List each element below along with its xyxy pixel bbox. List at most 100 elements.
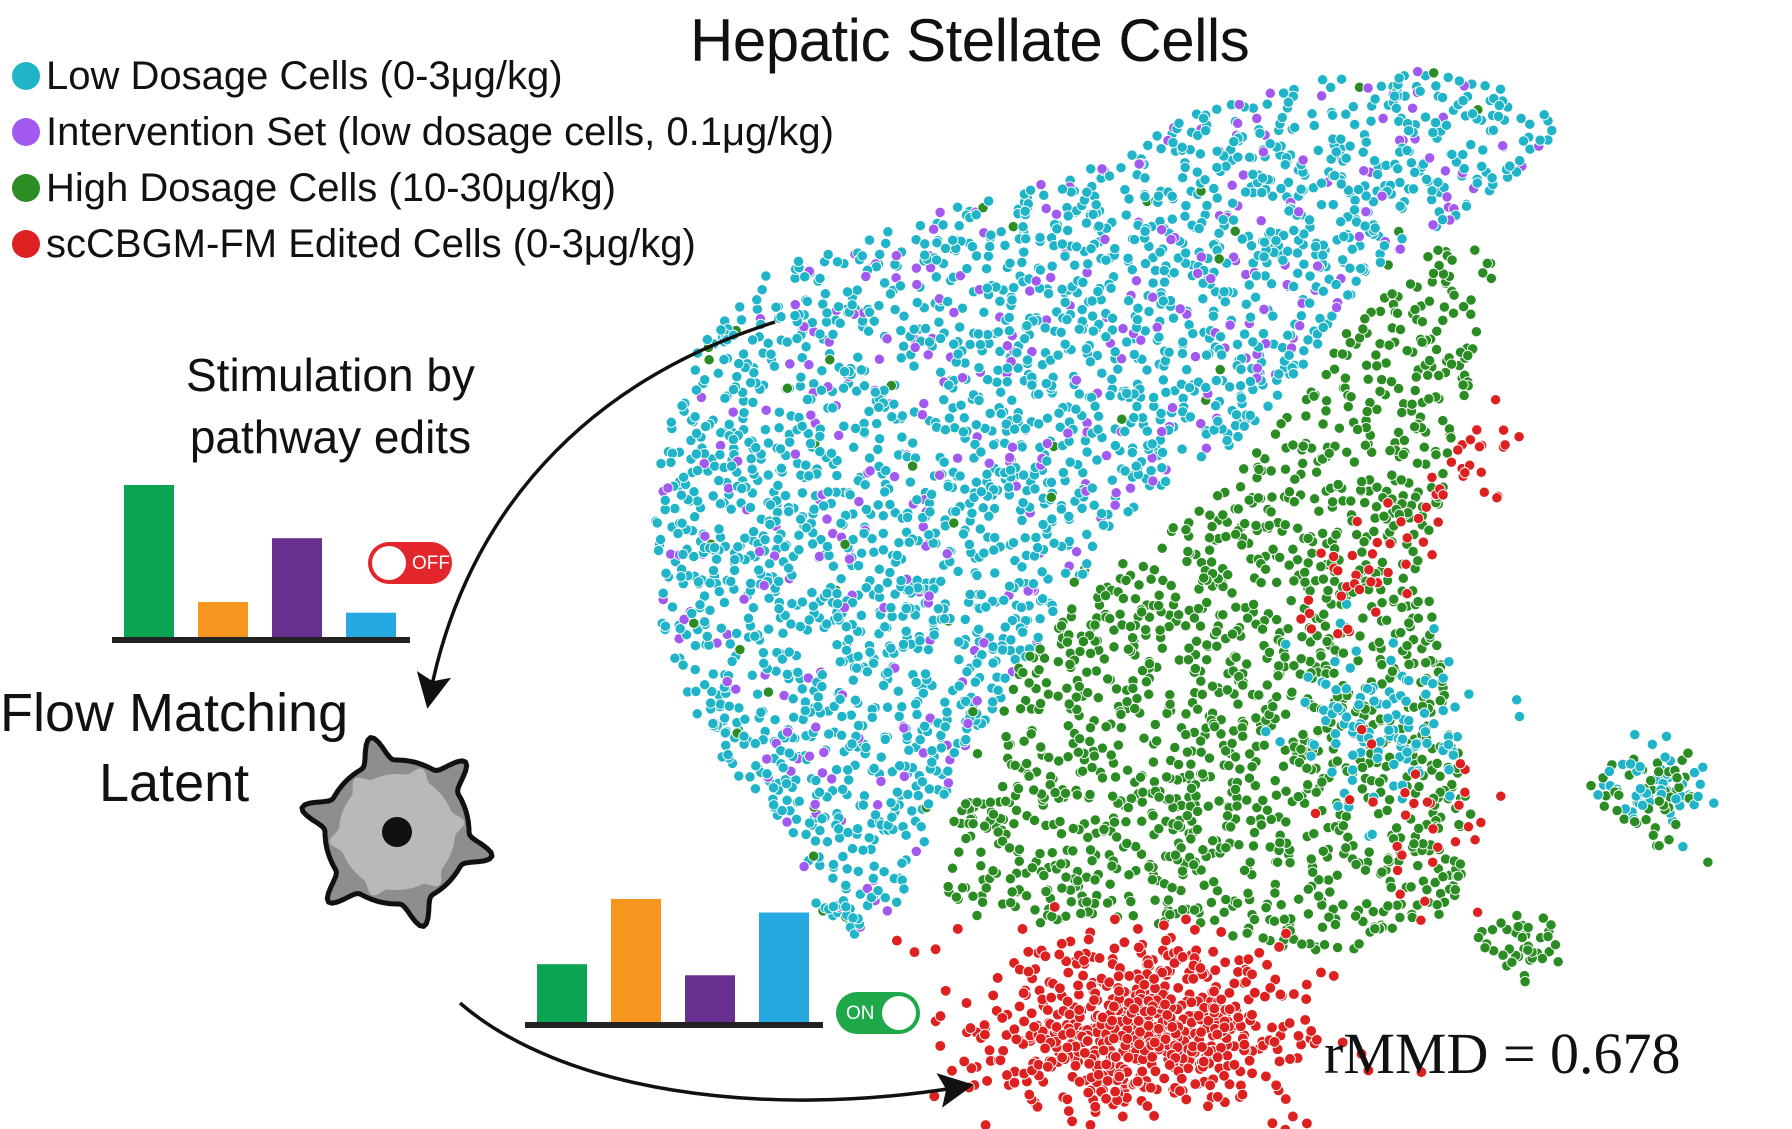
cell-point [998,594,1010,606]
cell-point [1460,200,1473,212]
cell-point [1180,524,1192,536]
cell-point [1110,683,1123,695]
cell-point [898,310,910,322]
cell-point [1038,189,1050,201]
cell-point [1246,761,1258,773]
cell-point [1298,345,1310,357]
cell-point [1401,344,1413,357]
cell-point [1100,331,1112,343]
cell-point [1054,815,1066,828]
cell-point [825,447,838,459]
cell-point [1210,374,1223,387]
cell-point [1585,779,1597,792]
cell-point [1269,774,1281,787]
cell-point [1409,166,1421,179]
cell-point [819,288,832,300]
cell-point [1270,1079,1283,1092]
cell-point [1084,647,1097,660]
cell-point [1223,759,1235,772]
cell-point [1273,941,1285,953]
cell-point [896,857,908,869]
cell-point [1433,369,1445,382]
cell-point [1226,179,1238,191]
cell-point [909,341,921,354]
cell-point [731,370,743,383]
cell-point [981,282,993,294]
cell-point [821,618,833,630]
cell-point [1166,190,1178,202]
cell-point [699,374,711,386]
cell-point [1670,818,1682,831]
cell-point [1624,758,1637,770]
cell-point [1229,528,1242,540]
cell-point [1329,918,1342,931]
cell-point [980,263,993,275]
cell-point [1195,1026,1207,1038]
cell-point [1388,90,1401,102]
cell-point [896,431,908,443]
cell-point [727,406,739,418]
cell-point [1352,183,1365,196]
cell-point [1173,609,1185,621]
cell-point [1092,410,1105,422]
cell-point [1440,119,1453,131]
cell-point [1497,140,1509,152]
cell-point [1082,831,1094,844]
cell-point [1167,136,1179,149]
cell-point [1401,144,1413,157]
cell-point [744,501,757,514]
cell-point [1362,373,1374,385]
cell-point [1111,831,1123,843]
cell-point [904,476,917,488]
cell-point [1344,662,1356,674]
cell-point [654,533,667,546]
cell-point [843,553,856,565]
cell-point [1149,1065,1162,1078]
cell-point [1087,325,1099,337]
cell-point [1119,183,1131,196]
cell-point [1006,394,1018,406]
cell-point [1412,555,1424,567]
cell-point [892,685,904,697]
cell-point [732,541,744,553]
cell-point [1235,363,1247,376]
cell-point [1295,743,1307,755]
cell-point [992,364,1004,376]
cell-point [1457,379,1469,391]
cell-point [1378,510,1390,522]
cell-point [1053,948,1066,961]
cell-point [1427,677,1439,690]
cell-point [946,1064,958,1077]
cell-point [863,234,876,246]
cell-point [1258,251,1270,263]
cell-point [1284,857,1296,869]
cell-point [1613,789,1625,801]
cell-point [1423,595,1435,608]
cell-point [1376,190,1388,202]
cell-point [1147,756,1160,768]
cell-point [1177,336,1189,348]
cell-point [707,717,719,730]
cell-point [1121,764,1134,776]
cell-point [1243,772,1256,784]
cell-point [1359,439,1372,451]
cell-point [1373,636,1385,648]
cell-point [1382,854,1394,866]
cell-point [886,411,898,423]
cell-point [754,545,766,558]
cell-point [1172,819,1184,832]
cell-point [1274,736,1286,748]
cell-point [793,795,805,807]
cell-point [1332,478,1344,491]
cell-point [789,448,802,460]
cell-point [1141,364,1153,376]
cell-point [1055,326,1067,339]
cell-point [1217,609,1229,621]
cell-point [718,353,730,366]
cell-point [1436,213,1449,226]
cell-point [1247,336,1259,348]
cell-point [715,622,727,634]
cell-point [1198,879,1210,891]
cell-point [1407,545,1419,558]
cell-point [1219,296,1231,308]
